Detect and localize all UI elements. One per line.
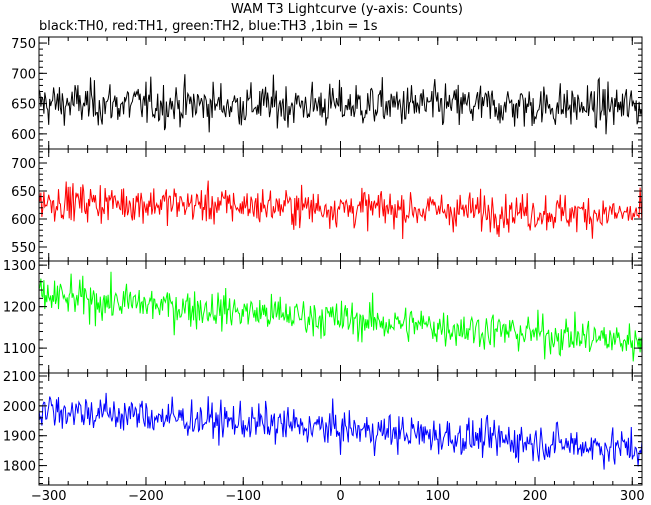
panels-group: 600 650 700 750 550 600 650 700 1100 1200 1300 1800… bbox=[3, 36, 643, 486]
y-tick-label: 600 bbox=[11, 213, 36, 228]
series-line-th2 bbox=[39, 271, 642, 362]
panel-th1: 550 600 650 700 bbox=[11, 148, 643, 262]
y-tick-label: 2100 bbox=[3, 370, 36, 385]
series-line-th1 bbox=[39, 180, 642, 240]
x-tick-label: 200 bbox=[523, 489, 548, 504]
y-tick-label: 1200 bbox=[3, 301, 36, 316]
x-tick-label: −100 bbox=[225, 489, 261, 504]
panel-th3: 1800 1900 2000 2100 bbox=[3, 370, 643, 486]
y-tick-label: 700 bbox=[11, 157, 36, 172]
x-tick-label: −200 bbox=[128, 489, 164, 504]
y-tick-label: 2000 bbox=[3, 400, 36, 415]
y-tick-label: 1900 bbox=[3, 430, 36, 445]
x-axis: −300 −200 −100 0 100 200 300 bbox=[31, 489, 645, 504]
panel-th2: 1100 1200 1300 bbox=[3, 259, 643, 374]
x-tick-label: 0 bbox=[336, 489, 344, 504]
y-tick-label: 550 bbox=[11, 241, 36, 256]
y-tick-label: 1100 bbox=[3, 342, 36, 357]
x-tick-label: −300 bbox=[31, 489, 67, 504]
y-tick-label: 750 bbox=[11, 37, 36, 52]
series-line-th0 bbox=[39, 74, 642, 135]
series-line-th3 bbox=[39, 392, 642, 470]
panel-th0: 600 650 700 750 bbox=[11, 36, 643, 150]
y-tick-label: 1800 bbox=[3, 460, 36, 475]
y-tick-label: 650 bbox=[11, 185, 36, 200]
chart-subtitle: black:TH0, red:TH1, green:TH2, blue:TH3 … bbox=[39, 19, 378, 34]
x-tick-label: 100 bbox=[425, 489, 450, 504]
y-tick-label: 650 bbox=[11, 98, 36, 113]
y-tick-label: 1300 bbox=[3, 259, 36, 274]
panel-frame bbox=[38, 36, 643, 150]
y-tick-label: 700 bbox=[11, 67, 36, 82]
chart-title: WAM T3 Lightcurve (y-axis: Counts) bbox=[231, 2, 463, 17]
y-tick-label: 600 bbox=[11, 128, 36, 143]
panel-frame bbox=[38, 372, 643, 486]
x-tick-label: 300 bbox=[620, 489, 645, 504]
